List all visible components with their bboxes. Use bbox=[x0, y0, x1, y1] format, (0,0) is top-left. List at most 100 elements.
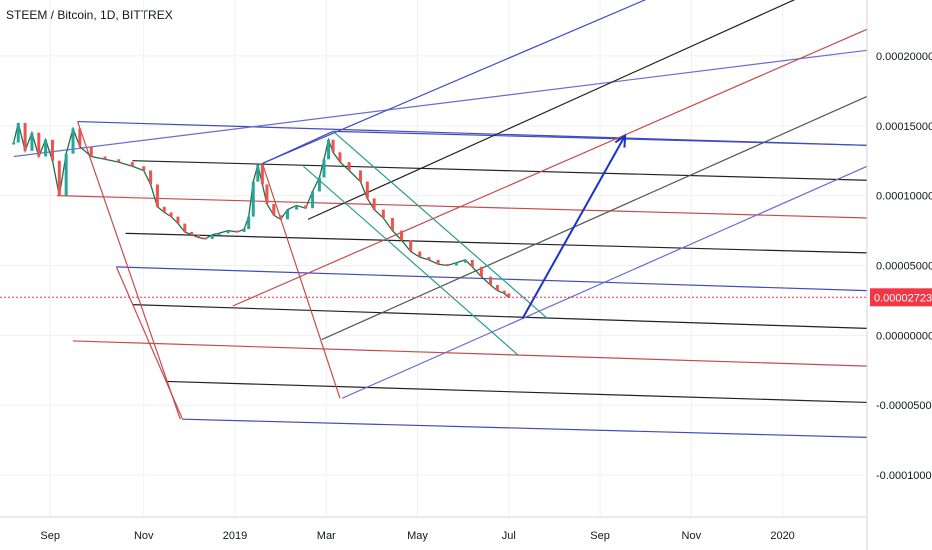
candle bbox=[226, 230, 230, 234]
candle bbox=[16, 122, 20, 143]
candle bbox=[169, 212, 173, 217]
chart-grid bbox=[0, 0, 867, 517]
trendline bbox=[57, 195, 868, 219]
candle bbox=[454, 262, 458, 266]
price-series-line bbox=[13, 122, 510, 299]
candle bbox=[130, 162, 134, 167]
candle bbox=[445, 264, 449, 267]
candle bbox=[390, 217, 394, 231]
x-tick-label: May bbox=[407, 530, 428, 542]
candle bbox=[495, 285, 499, 291]
x-tick-label: Jul bbox=[502, 530, 516, 542]
candle bbox=[327, 139, 331, 160]
x-tick-label: 2020 bbox=[770, 530, 794, 542]
trendline bbox=[13, 49, 868, 158]
trendline bbox=[261, 163, 341, 399]
trendline bbox=[332, 130, 548, 320]
arrow-shaft bbox=[521, 135, 627, 320]
x-tick-label: Sep bbox=[590, 530, 610, 542]
x-tick-label: Mar bbox=[317, 530, 336, 542]
candle bbox=[89, 146, 93, 157]
candle bbox=[190, 231, 194, 235]
candle bbox=[117, 159, 121, 163]
trendline bbox=[232, 28, 868, 307]
x-tick-label: Nov bbox=[134, 530, 154, 542]
candle bbox=[347, 162, 351, 171]
candle bbox=[295, 205, 299, 210]
candle bbox=[57, 160, 61, 196]
candle bbox=[265, 184, 269, 205]
candle bbox=[162, 206, 166, 213]
y-tick-label: 0.00000000 bbox=[876, 330, 932, 342]
candle bbox=[44, 139, 48, 157]
candle bbox=[242, 229, 246, 232]
candle bbox=[317, 177, 321, 192]
candle bbox=[331, 139, 335, 153]
trendline bbox=[166, 380, 868, 404]
candle bbox=[149, 170, 153, 185]
candle bbox=[489, 276, 493, 286]
candle bbox=[409, 240, 413, 252]
candle bbox=[304, 205, 308, 209]
candle bbox=[217, 233, 221, 236]
candle bbox=[358, 170, 362, 182]
candle bbox=[338, 152, 342, 163]
trendline bbox=[132, 160, 868, 181]
candle bbox=[71, 128, 75, 154]
trendline bbox=[262, 130, 334, 165]
candle bbox=[470, 259, 474, 267]
candle bbox=[210, 234, 214, 239]
trendline bbox=[303, 165, 519, 356]
candle bbox=[50, 139, 54, 161]
candle bbox=[235, 230, 239, 233]
last-price-badge bbox=[870, 288, 932, 307]
trendline bbox=[182, 418, 868, 438]
x-tick-label: 2019 bbox=[223, 530, 247, 542]
candle bbox=[12, 142, 16, 145]
candle bbox=[142, 166, 146, 171]
candle bbox=[260, 164, 264, 185]
y-tick-label: 0.00015000 bbox=[876, 121, 932, 133]
trendline bbox=[72, 340, 868, 367]
candle bbox=[427, 257, 431, 260]
candle bbox=[381, 209, 385, 218]
candle bbox=[78, 128, 82, 147]
candle bbox=[311, 191, 315, 209]
candle bbox=[502, 290, 506, 294]
candle bbox=[247, 216, 251, 230]
candle bbox=[251, 181, 255, 217]
candle bbox=[479, 266, 483, 277]
y-tick-label: 0.00005000 bbox=[876, 260, 932, 272]
candle bbox=[372, 198, 376, 210]
candle bbox=[507, 293, 511, 298]
trendline bbox=[341, 165, 868, 399]
trendline bbox=[262, 0, 647, 165]
candle bbox=[463, 259, 467, 263]
candle bbox=[365, 181, 369, 199]
candle bbox=[279, 215, 283, 220]
candle bbox=[183, 223, 187, 232]
chart-title: STEEM / Bitcoin, 1D, BITTREX bbox=[6, 8, 173, 22]
price-axis: 0.00020000 0.00015000 0.00010000 0.00005000… bbox=[866, 0, 932, 550]
candle bbox=[155, 184, 159, 207]
candle bbox=[196, 234, 200, 238]
candle bbox=[37, 132, 41, 157]
price-series bbox=[12, 122, 511, 299]
trendline bbox=[333, 130, 868, 146]
candle bbox=[203, 237, 207, 240]
candle bbox=[256, 164, 260, 182]
candle bbox=[285, 209, 289, 220]
arrow-head bbox=[614, 133, 627, 148]
candle bbox=[272, 204, 276, 216]
trendline bbox=[77, 121, 181, 420]
x-tick-label: Sep bbox=[40, 530, 60, 542]
y-tick-label: 0.00010000 bbox=[876, 191, 932, 203]
trendline bbox=[115, 266, 184, 420]
x-tick-label: Nov bbox=[682, 530, 702, 542]
candle bbox=[30, 132, 34, 151]
y-tick-label: -0.00010000 bbox=[876, 470, 932, 482]
trendline bbox=[307, 0, 796, 220]
last-price-label: 0.00002723 bbox=[874, 292, 932, 304]
trendline bbox=[132, 304, 868, 329]
